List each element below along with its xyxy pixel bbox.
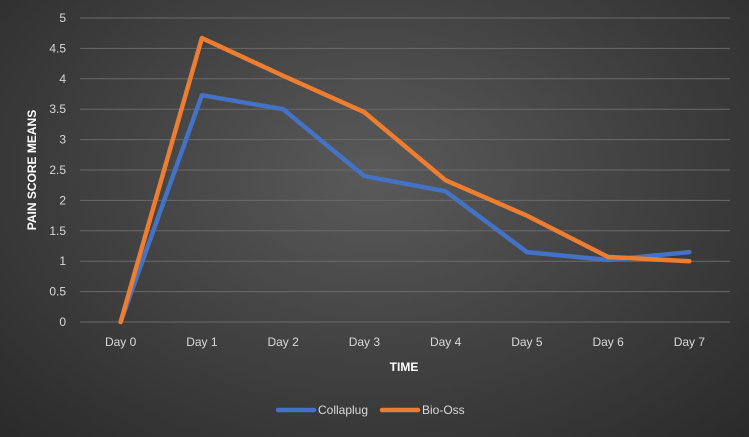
y-tick-label: 1.5: [49, 224, 66, 238]
series-line-bio-oss: [118, 35, 692, 325]
y-axis-title: PAIN SCORE MEANS: [25, 110, 39, 230]
x-tick-label: Day 4: [430, 335, 462, 349]
series-lines: [118, 35, 692, 325]
x-axis-title: TIME: [390, 360, 419, 374]
y-tick-label: 0: [59, 315, 66, 329]
y-tick-label: 2.5: [49, 163, 66, 177]
y-tick-label: 4: [59, 72, 66, 86]
x-axis-ticks: Day 0 Day 1 Day 2 Day 3 Day 4 Day 5 Day 6 Day 7: [105, 335, 705, 349]
y-tick-label: 2: [59, 193, 66, 207]
y-tick-label: 5: [59, 11, 66, 25]
series-line-collaplug: [118, 92, 692, 325]
x-tick-label: Day 5: [511, 335, 543, 349]
legend: Collaplug Bio-Oss: [275, 403, 465, 417]
legend-label-collaplug: Collaplug: [318, 403, 368, 417]
x-tick-label: Day 6: [592, 335, 624, 349]
x-tick-label: Day 0: [105, 335, 137, 349]
y-tick-label: 3: [59, 133, 66, 147]
y-axis-ticks: 0 0.5 1 1.5 2 2.5 3 3.5 4 4.5 5: [49, 11, 66, 329]
y-tick-label: 1: [59, 254, 66, 268]
x-tick-label: Day 7: [674, 335, 706, 349]
y-tick-label: 4.5: [49, 41, 66, 55]
x-tick-label: Day 2: [267, 335, 299, 349]
x-tick-label: Day 1: [186, 335, 218, 349]
x-tick-label: Day 3: [349, 335, 381, 349]
y-tick-label: 0.5: [49, 285, 66, 299]
y-tick-label: 3.5: [49, 102, 66, 116]
legend-label-bio-oss: Bio-Oss: [422, 403, 465, 417]
gridlines: [80, 17, 730, 323]
